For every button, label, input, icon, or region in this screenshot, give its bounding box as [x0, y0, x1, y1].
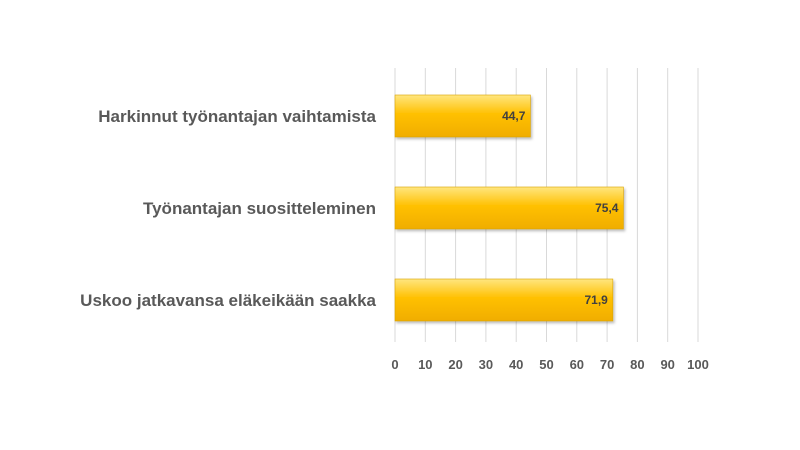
- bar: [394, 278, 614, 322]
- category-label: Uskoo jatkavansa eläkeikään saakka: [80, 291, 376, 310]
- category-labels: Harkinnut työnantajan vaihtamista Työnant…: [80, 107, 376, 310]
- x-tick-label: 80: [630, 357, 644, 372]
- data-label: 71,9: [584, 293, 608, 307]
- bar: [394, 94, 531, 138]
- x-tick-label: 100: [687, 357, 709, 372]
- category-label: Työnantajan suositteleminen: [143, 199, 376, 218]
- data-label: 44,7: [502, 109, 526, 123]
- x-tick-label: 30: [479, 357, 493, 372]
- x-tick-label: 50: [539, 357, 553, 372]
- data-label: 75,4: [595, 201, 619, 215]
- bar: [394, 186, 624, 230]
- x-tick-label: 40: [509, 357, 523, 372]
- category-label: Harkinnut työnantajan vaihtamista: [98, 107, 376, 126]
- x-tick-label: 20: [448, 357, 462, 372]
- x-tick-label: 90: [660, 357, 674, 372]
- bars: 44,7 75,4 71,9: [394, 94, 624, 322]
- x-tick-label: 70: [600, 357, 614, 372]
- x-tick-label: 0: [391, 357, 398, 372]
- x-tick-label: 60: [570, 357, 584, 372]
- x-tick-label: 10: [418, 357, 432, 372]
- x-axis-tick-labels: 0 10 20 30 40 50 60 70 80 90 100: [391, 357, 708, 372]
